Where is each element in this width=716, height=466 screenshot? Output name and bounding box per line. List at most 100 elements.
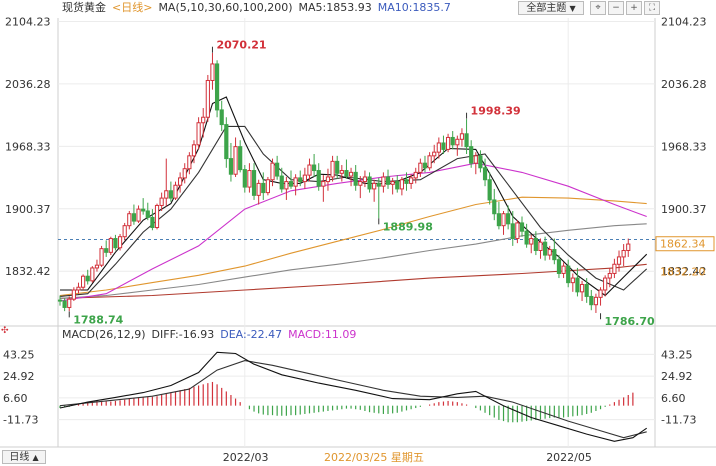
candle-body (427, 155, 432, 169)
candle (238, 140, 243, 173)
candle (57, 295, 63, 306)
period-select-button[interactable]: 日线 ▲ (2, 450, 46, 464)
candle (307, 158, 312, 182)
candle (219, 100, 224, 132)
macd-y-tick-right: -11.73 (661, 414, 696, 427)
ma-params-label: MA(5,10,30,60,100,200) (158, 1, 293, 14)
candle-body (302, 174, 307, 183)
candle-body (261, 182, 266, 194)
macd-y-tick-right: 6.60 (661, 392, 686, 405)
candle-body (524, 230, 529, 245)
cursor-date-label: 2022/03/25 星期五 (324, 451, 424, 464)
candle (427, 152, 432, 171)
candle (145, 202, 150, 221)
candle-body (385, 176, 391, 185)
candle (288, 170, 294, 189)
candle-body (441, 142, 446, 150)
y-tick-label-right: 2036.28 (661, 78, 707, 91)
candle (201, 108, 206, 138)
candle (247, 163, 252, 193)
candle-body (168, 190, 173, 199)
candle (316, 163, 321, 191)
candle (621, 244, 626, 267)
candle-body (145, 210, 150, 218)
candle-body (256, 182, 261, 196)
candle-body (344, 170, 349, 177)
candle-body (228, 158, 234, 175)
candle-body (330, 160, 335, 178)
candle-body (367, 176, 372, 190)
candle (561, 262, 566, 279)
candle (62, 298, 67, 312)
candle-body (113, 238, 118, 249)
zoom-out-icon[interactable]: − (608, 1, 624, 15)
candle-body (432, 151, 437, 157)
macd-params-label: MACD(26,12,9) (62, 328, 146, 341)
candle-body (242, 169, 247, 188)
candle (344, 159, 349, 179)
candle-body (464, 133, 469, 148)
candle-body (293, 177, 298, 187)
candle-body (376, 182, 381, 187)
candle-body (436, 142, 441, 153)
candle-body (570, 277, 575, 284)
candle (67, 296, 72, 312)
candle (626, 238, 631, 257)
candle-body (154, 204, 160, 229)
price-annotation-label: 1788.74 (73, 313, 123, 326)
y-tick-label-left: 1832.42 (5, 265, 51, 278)
candle (168, 181, 173, 202)
candle (270, 158, 275, 187)
candle-body (501, 213, 506, 227)
candle (339, 165, 344, 182)
candle (261, 172, 266, 200)
candle-body (445, 136, 451, 150)
candle (593, 293, 599, 313)
candle-body (418, 162, 423, 173)
candle (506, 205, 511, 230)
candle (464, 119, 469, 154)
price-annotation-label: 2070.21 (216, 39, 266, 52)
price-tag-box (655, 236, 715, 252)
candle-body (251, 170, 257, 196)
candle (376, 177, 381, 219)
price-annotation-label: 1889.98 (383, 220, 433, 233)
candle (482, 158, 488, 187)
candle (113, 234, 118, 251)
candle (335, 155, 340, 179)
period-label[interactable]: <日线> (112, 1, 153, 14)
zoom-in-icon[interactable]: + (626, 1, 642, 15)
ma5-value: MA5:1853.93 (298, 1, 372, 14)
candle (367, 172, 372, 193)
candle-body (312, 164, 317, 172)
theme-select-button[interactable]: 全部主题 ▼ (518, 1, 584, 15)
candle (445, 133, 451, 153)
candle-body (288, 181, 294, 187)
candle-body (141, 208, 146, 212)
crosshair-icon[interactable]: ⌖ (590, 1, 606, 15)
y-tick-label-right: 1968.33 (661, 140, 707, 153)
candle-body (487, 179, 492, 201)
candle (312, 154, 317, 177)
candle-body (533, 238, 538, 251)
candle (381, 172, 386, 193)
candle-body (150, 216, 155, 229)
candle (353, 165, 358, 191)
candle (418, 158, 423, 177)
macd-y-tick-right: 43.25 (661, 348, 693, 361)
ma60-line (59, 196, 647, 297)
candle (242, 165, 247, 193)
candle (298, 170, 303, 187)
candle (279, 167, 284, 193)
fullscreen-icon[interactable]: ⛶ (644, 1, 660, 15)
candle-body (85, 275, 90, 282)
candle (584, 278, 589, 303)
macd-value: MACD:11.09 (288, 328, 357, 341)
candle-body (519, 222, 525, 232)
candle-body (506, 213, 511, 225)
candle-body (413, 171, 418, 179)
candle (455, 135, 460, 156)
ma30-line (59, 162, 647, 302)
candle-body (510, 223, 515, 240)
